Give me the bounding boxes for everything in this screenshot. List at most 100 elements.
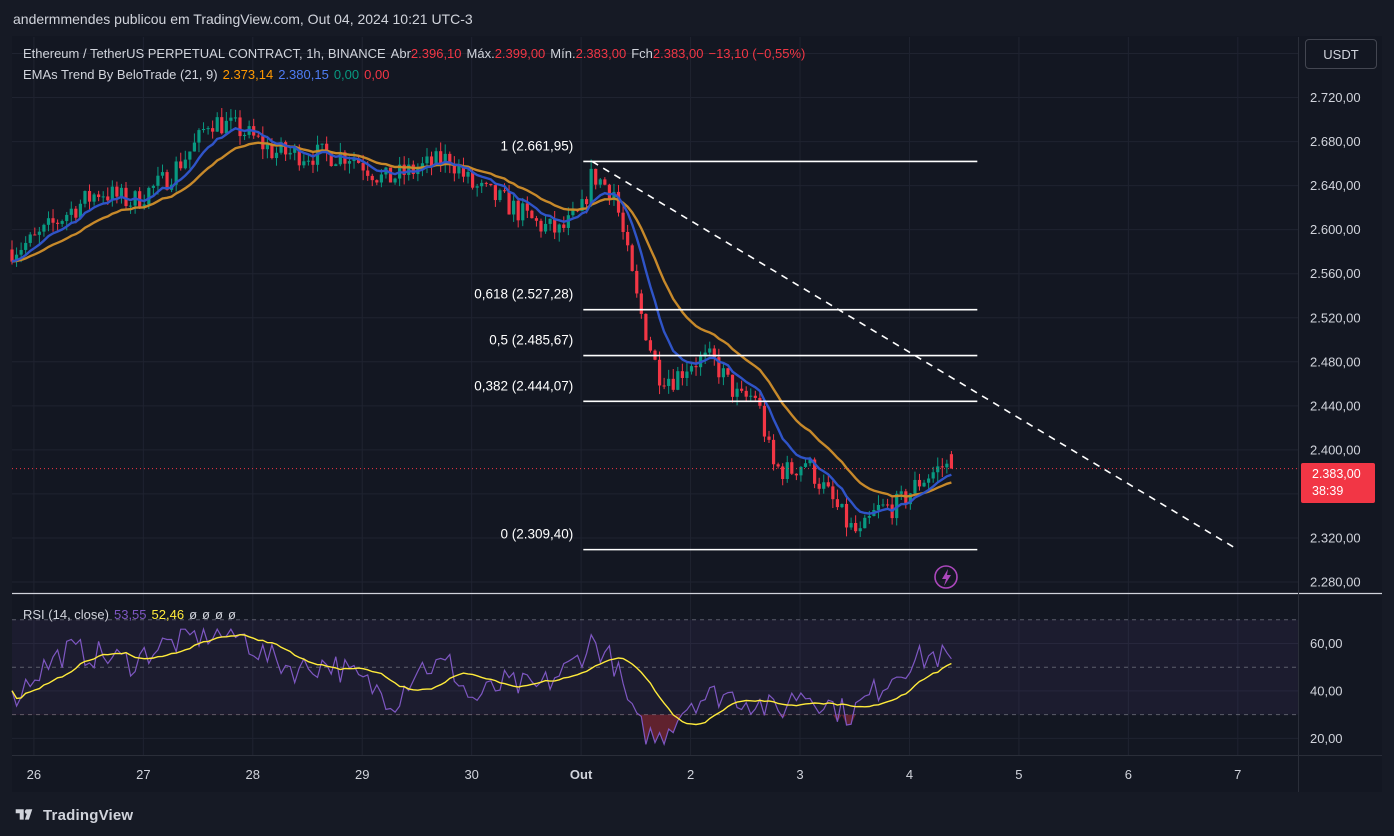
rsi-tick-label: 20,00 — [1310, 731, 1343, 746]
time-tick-label: 29 — [355, 767, 369, 782]
candle-body — [644, 313, 648, 341]
candle-body — [156, 175, 160, 186]
ema-fast-value: 2.380,15 — [278, 67, 329, 82]
candle-body — [56, 222, 60, 224]
candle-body — [119, 187, 124, 197]
candle-body — [676, 371, 680, 390]
time-tick-label: 30 — [464, 767, 478, 782]
candle-body — [580, 199, 584, 211]
lightning-bolt[interactable] — [942, 569, 951, 586]
candle-body — [621, 212, 625, 232]
high-value: 2.399,00 — [494, 46, 546, 61]
candle-body — [840, 503, 844, 508]
candle-body — [69, 208, 73, 215]
ema-fast-line — [11, 126, 952, 515]
candle-body — [589, 168, 593, 205]
candle-body — [311, 160, 315, 165]
candle-body — [525, 203, 529, 211]
currency-button[interactable]: USDT — [1305, 39, 1377, 69]
candle-body — [936, 466, 940, 473]
lightning-circle[interactable] — [934, 565, 958, 589]
fib-level-label: 1 (2.661,95) — [500, 138, 573, 153]
candle-body — [24, 242, 28, 250]
candle-countdown: 38:39 — [1312, 484, 1344, 498]
low-label: Mín. — [550, 46, 576, 61]
candle-body — [37, 231, 41, 235]
price-tick-label: 2.720,00 — [1310, 90, 1361, 105]
candle-body — [329, 152, 333, 167]
rsi-legend: RSI (14, close) 53,55 52,46 ø ø ø ø — [23, 607, 241, 622]
close-value: 2.383,00 — [652, 46, 704, 61]
candle-body — [334, 164, 338, 167]
rsi-empty-2: ø — [202, 607, 210, 622]
price-tick-label: 2.680,00 — [1310, 134, 1361, 149]
candle-body — [863, 517, 867, 529]
candle-body — [42, 224, 46, 232]
candle-body — [19, 249, 23, 255]
candle-body — [201, 129, 206, 131]
candle-body — [657, 359, 662, 386]
brand-name[interactable]: TradingView — [43, 806, 134, 824]
time-tick-label: 28 — [246, 767, 260, 782]
candle-body — [270, 144, 274, 159]
candle-body — [740, 388, 744, 391]
candle-body — [808, 459, 812, 464]
candle-body — [521, 203, 525, 221]
indicator-name[interactable]: EMAs Trend By BeloTrade (21, 9) — [23, 67, 218, 82]
candle-body — [124, 187, 128, 207]
candle-body — [799, 466, 803, 476]
candle-body — [420, 163, 425, 169]
candle-body — [97, 194, 101, 197]
candle-body — [165, 172, 169, 190]
candle-body — [493, 185, 497, 201]
low-value: 2.383,00 — [575, 46, 627, 61]
candle-body — [744, 390, 748, 397]
candle-body — [726, 368, 730, 375]
candle-body — [110, 186, 114, 201]
candle-body — [466, 171, 470, 177]
fib-level-label: 0,382 (2.444,07) — [474, 378, 573, 393]
open-value: 2.396,10 — [410, 46, 462, 61]
candle-body — [475, 186, 479, 188]
ema-slow-value: 2.373,14 — [222, 67, 274, 82]
candle-body — [279, 142, 283, 153]
fib-trend-line[interactable] — [591, 160, 1239, 551]
change-value: −13,10 (−0,55%) — [708, 46, 806, 61]
lightning-bolt-icon[interactable] — [934, 565, 958, 589]
candle-body — [443, 153, 447, 165]
candle-body — [429, 156, 434, 166]
rsi-name[interactable]: RSI (14, close) — [23, 607, 109, 622]
candle-body — [352, 158, 356, 162]
rsi-oversold-fill — [12, 714, 952, 745]
candle-body — [14, 254, 19, 262]
time-tick-label: Out — [570, 767, 593, 782]
indicator-value-4: 0,00 — [364, 67, 390, 82]
candle-body — [238, 117, 242, 137]
candle-body — [671, 378, 675, 390]
candle-body — [78, 203, 83, 218]
candle-body — [708, 348, 712, 353]
candle-body — [288, 152, 292, 155]
candle-body — [220, 117, 224, 134]
tradingview-logo-icon[interactable] — [12, 807, 40, 823]
candle-body — [306, 160, 311, 162]
candle-body — [571, 210, 575, 216]
rsi-empty-3: ø — [214, 607, 223, 622]
candle-body — [361, 162, 365, 171]
candle-body — [685, 371, 689, 378]
candle-body — [689, 366, 694, 372]
candle-body — [65, 214, 69, 222]
candle-body — [115, 186, 119, 197]
candle-body — [188, 151, 192, 160]
candle-body — [881, 504, 885, 506]
symbol-title[interactable]: Ethereum / TetherUS PERPETUAL CONTRACT, … — [23, 46, 386, 61]
candle-body — [662, 385, 666, 387]
candle-body — [794, 473, 798, 476]
candle-body — [630, 245, 634, 271]
candle-body — [822, 482, 826, 489]
candle-body — [767, 436, 771, 440]
candle-body — [480, 182, 484, 187]
rsi-ma-line — [11, 633, 952, 726]
candle-body — [60, 221, 64, 224]
